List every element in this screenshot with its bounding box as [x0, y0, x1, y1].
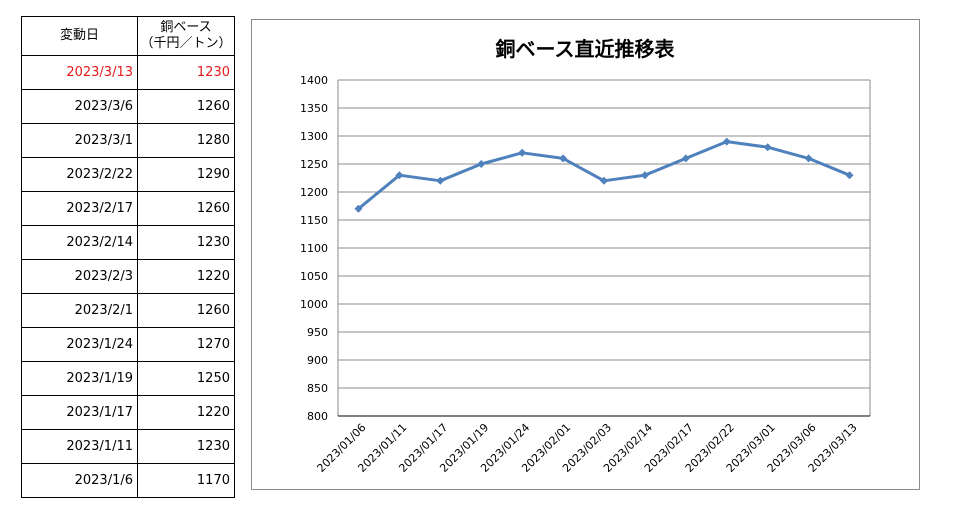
table-row: 2023/1/11 1230: [21, 429, 235, 464]
row-price: 1260: [137, 191, 235, 226]
table-row: 2023/3/6 1260: [21, 89, 235, 124]
y-tick-label: 1350: [300, 102, 328, 115]
row-date: 2023/3/1: [21, 123, 138, 158]
row-price: 1230: [137, 429, 235, 464]
table-row: 2023/1/6 1170: [21, 463, 235, 498]
data-point: [477, 160, 486, 168]
y-tick-label: 1250: [300, 158, 328, 171]
header-price-line2: （千円／トン）: [140, 36, 232, 51]
row-price: 1220: [137, 259, 235, 294]
data-point: [763, 143, 772, 152]
table-row: 2023/1/17 1220: [21, 395, 235, 430]
row-date: 2023/1/17: [21, 395, 138, 430]
y-tick-label: 850: [307, 382, 328, 395]
row-date: 2023/1/24: [21, 327, 138, 362]
row-price: 1260: [137, 89, 235, 124]
y-tick-label: 1400: [300, 74, 328, 87]
table-row: 2023/1/24 1270: [21, 327, 235, 362]
row-price: 1170: [137, 463, 235, 498]
y-axis-ticks: 800 850 900 950 1000 1050 1100 1150 1200 1250 1300…: [300, 74, 328, 423]
series-line: [357, 140, 851, 210]
data-point: [518, 148, 527, 157]
row-price: 1290: [137, 157, 235, 192]
header-date: 変動日: [21, 16, 138, 56]
y-tick-label: 1100: [300, 242, 328, 255]
table-row: 2023/1/19 1250: [21, 361, 235, 396]
row-date: 2023/2/3: [21, 259, 138, 294]
table-header-row: 変動日 銅ベース （千円／トン）: [21, 16, 235, 56]
y-tick-label: 1000: [300, 298, 328, 311]
series-layer: [354, 137, 854, 213]
data-point: [681, 154, 690, 163]
table-row: 2023/2/17 1260: [21, 191, 235, 226]
table-row: 2023/2/22 1290: [21, 157, 235, 192]
table-row: 2023/3/13 1230: [21, 55, 235, 90]
data-point: [559, 154, 568, 163]
y-tick-label: 900: [307, 354, 328, 367]
row-date: 2023/3/6: [21, 89, 138, 124]
row-price: 1230: [137, 55, 235, 90]
row-price: 1230: [137, 225, 235, 260]
x-axis-ticks: 2023/01/062023/01/112023/01/172023/01/19…: [315, 421, 860, 475]
table-row: 2023/2/1 1260: [21, 293, 235, 328]
row-date: 2023/3/13: [21, 55, 138, 90]
data-point: [395, 171, 404, 180]
y-tick-label: 1200: [300, 186, 328, 199]
row-date: 2023/1/11: [21, 429, 138, 464]
gridlines: [337, 79, 871, 417]
header-price: 銅ベース （千円／トン）: [137, 16, 235, 56]
row-date: 2023/2/17: [21, 191, 138, 226]
row-price: 1270: [137, 327, 235, 362]
chart-area: 銅ベース直近推移表 800 850 900 950 1000 1050 1100 1150 12…: [251, 19, 920, 490]
row-date: 2023/2/14: [21, 225, 138, 260]
data-point: [722, 137, 731, 146]
data-point: [600, 176, 608, 185]
data-point: [436, 176, 445, 185]
header-price-line1: 銅ベース: [160, 20, 212, 35]
table-row: 2023/3/1 1280: [21, 123, 235, 158]
y-tick-label: 800: [307, 410, 328, 423]
data-point: [804, 154, 813, 163]
y-tick-label: 1050: [300, 270, 328, 283]
row-date: 2023/1/19: [21, 361, 138, 396]
row-price: 1280: [137, 123, 235, 158]
row-price: 1260: [137, 293, 235, 328]
table-row: 2023/2/3 1220: [21, 259, 235, 294]
price-table: 変動日 銅ベース （千円／トン） 2023/3/13 1230 2023/3/6 12…: [21, 16, 235, 498]
data-point: [640, 171, 649, 180]
y-tick-label: 1150: [300, 214, 328, 227]
row-date: 2023/2/1: [21, 293, 138, 328]
data-point: [845, 171, 854, 180]
row-date: 2023/2/22: [21, 157, 138, 192]
line-chart: 銅ベース直近推移表 800 850 900 950 1000 1050 1100 1150 12…: [300, 37, 871, 475]
y-tick-label: 1300: [300, 130, 328, 143]
data-point: [354, 204, 363, 213]
row-price: 1220: [137, 395, 235, 430]
table-body: 2023/3/13 1230 2023/3/6 1260 2023/3/1 1280 202…: [21, 55, 235, 498]
row-price: 1250: [137, 361, 235, 396]
chart-title: 銅ベース直近推移表: [496, 37, 676, 61]
row-date: 2023/1/6: [21, 463, 138, 498]
table-row: 2023/2/14 1230: [21, 225, 235, 260]
y-tick-label: 950: [307, 326, 328, 339]
